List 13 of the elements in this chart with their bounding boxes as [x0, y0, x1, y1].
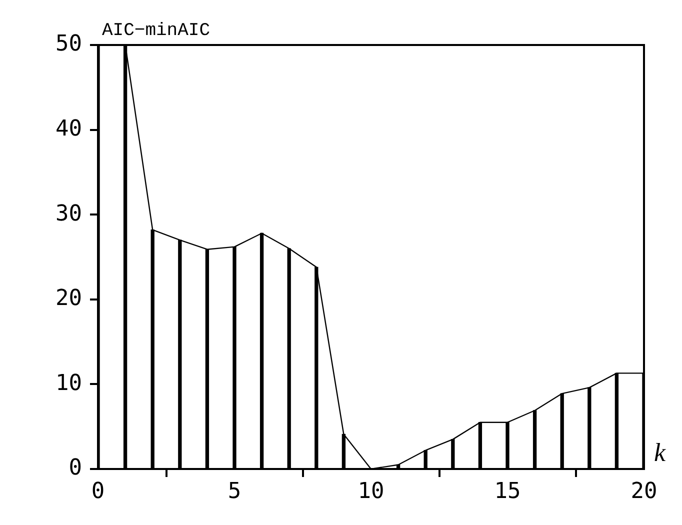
x-tick-label: 20: [630, 478, 658, 504]
x-tick-label: 0: [91, 478, 105, 504]
y-tick-label: 40: [56, 116, 82, 142]
x-tick-label: 15: [494, 478, 521, 504]
x-axis-title: k: [654, 438, 666, 467]
x-tick-label: 5: [228, 478, 242, 504]
x-tick-label: 10: [358, 478, 384, 504]
y-tick-label: 50: [56, 32, 82, 57]
y-tick-label: 10: [56, 370, 82, 396]
y-axis-title: AIC−minAIC: [102, 20, 210, 41]
y-tick-label: 0: [68, 456, 82, 481]
y-tick-label: 30: [56, 201, 82, 226]
y-tick-label: 20: [56, 286, 82, 312]
